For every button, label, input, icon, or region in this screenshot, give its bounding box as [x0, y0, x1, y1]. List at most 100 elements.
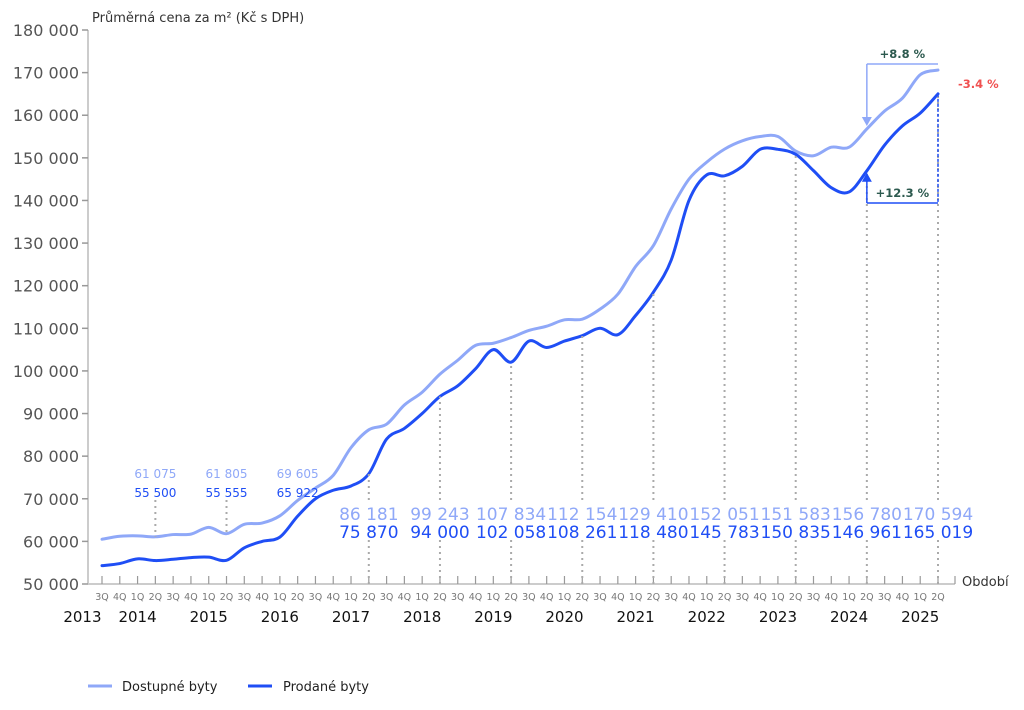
value-label-available: 61 075 — [134, 467, 176, 481]
y-tick-label: 130 000 — [13, 234, 79, 253]
quarter-label: 4Q — [326, 592, 340, 603]
arrow-up-icon — [861, 172, 872, 182]
gap-change-label: -3.4 % — [958, 77, 999, 91]
series-line-sold — [100, 92, 940, 568]
quarter-label: 1Q — [700, 592, 714, 603]
quarter-label: 3Q — [309, 592, 323, 603]
year-label: 2017 — [332, 608, 370, 626]
value-label-sold: 118 480 — [618, 523, 688, 543]
value-label-available: 86 181 — [339, 505, 398, 525]
value-label-sold: 75 870 — [339, 523, 398, 543]
value-label-available: 129 410 — [618, 505, 688, 525]
label-background — [477, 502, 546, 540]
quarter-label: 4Q — [896, 592, 910, 603]
label-background — [904, 502, 972, 540]
value-label-sold: 55 500 — [134, 486, 176, 500]
quarter-label: 2Q — [433, 592, 447, 603]
quarter-label: 1Q — [558, 592, 572, 603]
quarter-label: 1Q — [913, 592, 927, 603]
year-label: 2024 — [830, 608, 868, 626]
quarter-label: 4Q — [184, 592, 198, 603]
quarter-label: 4Q — [825, 592, 839, 603]
year-label: 2025 — [901, 608, 939, 626]
value-label-available: 69 605 — [277, 467, 319, 481]
quarter-label: 3Q — [736, 592, 750, 603]
year-label: 2013 — [63, 608, 101, 626]
y-tick-label: 60 000 — [23, 532, 79, 551]
y-tick-label: 90 000 — [23, 405, 79, 424]
quarter-label: 3Q — [522, 592, 536, 603]
value-label-sold: 108 261 — [547, 523, 617, 543]
quarter-label: 1Q — [131, 592, 145, 603]
series-line-available — [100, 68, 940, 541]
year-label: 2014 — [118, 608, 156, 626]
value-label-available: 151 583 — [761, 505, 831, 525]
arrow-down-icon — [861, 116, 872, 126]
quarter-label: 4Q — [469, 592, 483, 603]
quarter-label: 3Q — [878, 592, 892, 603]
year-label: 2015 — [190, 608, 228, 626]
label-background — [405, 502, 474, 540]
value-label-available: 107 834 — [476, 505, 546, 525]
year-label: 2020 — [545, 608, 583, 626]
quarter-label: 1Q — [487, 592, 501, 603]
year-label: 2023 — [759, 608, 797, 626]
y-tick-label: 140 000 — [13, 191, 79, 210]
change-sold-label: +12.3 % — [876, 186, 930, 200]
quarter-label: 2Q — [860, 592, 874, 603]
quarter-label: 3Q — [380, 592, 394, 603]
legend: Dostupné byty Prodané byty — [88, 680, 369, 695]
quarter-label: 4Q — [611, 592, 625, 603]
quarter-label: 4Q — [682, 592, 696, 603]
quarter-label: 3Q — [451, 592, 465, 603]
quarter-label: 2Q — [931, 592, 945, 603]
quarter-label: 2Q — [789, 592, 803, 603]
quarter-label: 2Q — [647, 592, 661, 603]
label-background — [761, 502, 830, 540]
value-label-sold: 165 019 — [903, 523, 973, 543]
quarter-label: 3Q — [664, 592, 678, 603]
value-label-sold: 94 000 — [410, 523, 469, 543]
x-axis-title: Období — [962, 575, 1009, 590]
label-background — [548, 502, 617, 540]
value-label-available: 170 594 — [903, 505, 973, 525]
value-label-sold: 145 783 — [689, 523, 759, 543]
y-tick-label: 160 000 — [13, 106, 79, 125]
quarter-label: 3Q — [238, 592, 252, 603]
label-background — [334, 502, 403, 540]
value-label-sold: 146 961 — [832, 523, 902, 543]
quarter-label: 4Q — [255, 592, 269, 603]
quarter-label: 2Q — [575, 592, 589, 603]
quarter-label: 1Q — [273, 592, 287, 603]
y-tick-label: 70 000 — [23, 490, 79, 509]
legend-label-sold: Prodané byty — [283, 680, 369, 695]
year-label: 2022 — [688, 608, 726, 626]
quarter-label: 3Q — [95, 592, 109, 603]
quarter-label: 1Q — [202, 592, 216, 603]
y-tick-label: 50 000 — [23, 575, 79, 594]
quarter-label: 3Q — [166, 592, 180, 603]
value-label-available: 112 154 — [547, 505, 617, 525]
y-tick-label: 80 000 — [23, 447, 79, 466]
quarter-label: 2Q — [291, 592, 305, 603]
y-tick-label: 120 000 — [13, 277, 79, 296]
y-tick-label: 100 000 — [13, 362, 79, 381]
quarter-label: 3Q — [593, 592, 607, 603]
quarter-label: 4Q — [540, 592, 554, 603]
year-label: 2021 — [617, 608, 655, 626]
quarter-label: 1Q — [629, 592, 643, 603]
value-label-available: 156 780 — [832, 505, 902, 525]
quarter-label: 2Q — [220, 592, 234, 603]
label-background — [690, 502, 759, 540]
quarter-label: 2Q — [362, 592, 376, 603]
change-available-label: +8.8 % — [880, 47, 926, 61]
value-label-available: 61 805 — [206, 467, 248, 481]
y-tick-label: 170 000 — [13, 64, 79, 83]
label-background — [619, 502, 688, 540]
y-tick-label: 150 000 — [13, 149, 79, 168]
quarter-label: 2Q — [718, 592, 732, 603]
quarter-label: 4Q — [398, 592, 412, 603]
quarter-label: 2Q — [504, 592, 518, 603]
label-background — [832, 502, 901, 540]
